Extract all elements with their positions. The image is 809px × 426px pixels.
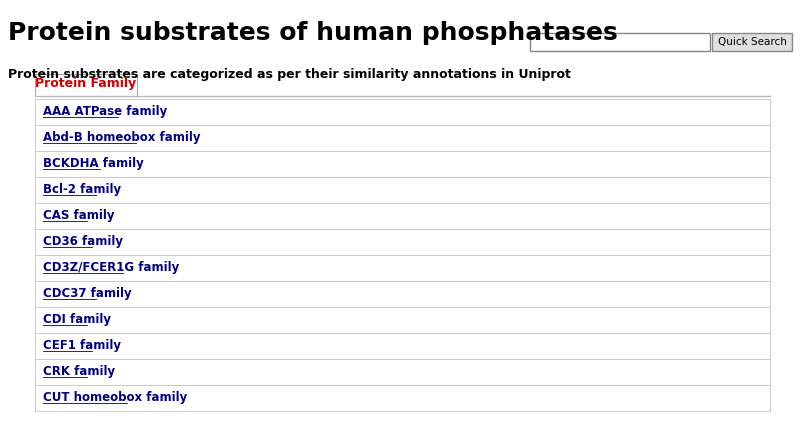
FancyBboxPatch shape <box>35 99 770 125</box>
FancyBboxPatch shape <box>35 385 770 411</box>
FancyBboxPatch shape <box>35 177 770 203</box>
FancyBboxPatch shape <box>35 203 770 229</box>
FancyBboxPatch shape <box>712 33 792 51</box>
Text: CDI family: CDI family <box>43 314 111 326</box>
FancyBboxPatch shape <box>530 33 710 51</box>
Text: CEF1 family: CEF1 family <box>43 340 121 352</box>
Text: CDC37 family: CDC37 family <box>43 288 132 300</box>
Text: AAA ATPase family: AAA ATPase family <box>43 106 167 118</box>
Text: CUT homeobox family: CUT homeobox family <box>43 391 187 405</box>
FancyBboxPatch shape <box>35 229 770 255</box>
FancyBboxPatch shape <box>35 359 770 385</box>
Text: BCKDHA family: BCKDHA family <box>43 158 144 170</box>
FancyBboxPatch shape <box>35 307 770 333</box>
Text: CD3Z/FCER1G family: CD3Z/FCER1G family <box>43 262 180 274</box>
FancyBboxPatch shape <box>35 151 770 177</box>
FancyBboxPatch shape <box>35 333 770 359</box>
Text: Protein substrates are categorized as per their similarity annotations in Unipro: Protein substrates are categorized as pe… <box>8 68 571 81</box>
Text: CRK family: CRK family <box>43 366 115 378</box>
Text: Protein substrates of human phosphatases: Protein substrates of human phosphatases <box>8 21 618 45</box>
Text: CAS family: CAS family <box>43 210 115 222</box>
FancyBboxPatch shape <box>35 125 770 151</box>
Text: Bcl-2 family: Bcl-2 family <box>43 184 121 196</box>
Text: Protein Family: Protein Family <box>36 78 137 90</box>
Text: Abd-B homeobox family: Abd-B homeobox family <box>43 132 201 144</box>
Text: Quick Search: Quick Search <box>718 37 786 47</box>
Text: CD36 family: CD36 family <box>43 236 123 248</box>
FancyBboxPatch shape <box>35 281 770 307</box>
FancyBboxPatch shape <box>35 255 770 281</box>
